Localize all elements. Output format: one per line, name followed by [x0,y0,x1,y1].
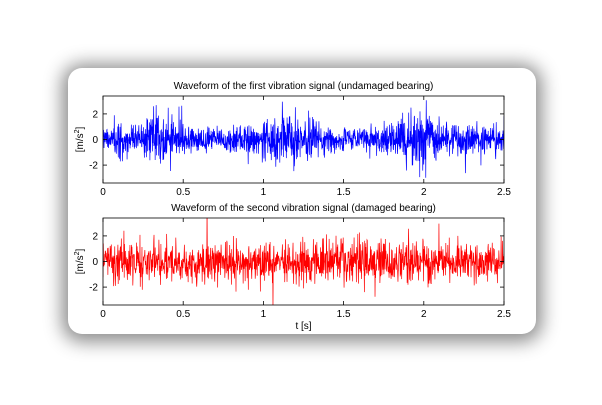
y-axis-label-exponent: 2 [74,129,81,133]
x-tick-label: 2.5 [497,309,511,320]
x-tick-label: 0.5 [176,309,190,320]
x-tick-label: 0 [100,187,106,198]
y-axis-label-exponent: 2 [74,251,81,255]
x-tick-label: 1 [261,309,267,320]
x-tick-label: 2 [421,187,427,198]
x-tick-label: 2 [421,309,427,320]
y-tick-label: 0 [92,135,98,146]
y-axis-label-close: ] [75,126,86,129]
signal-line [103,100,504,178]
subplot-2: Waveform of the second vibration signal … [74,203,511,332]
y-tick-label: 0 [92,257,98,268]
y-axis-label-unit: [m/s [75,255,86,274]
y-tick-label: 2 [92,231,98,242]
x-tick-label: 1.5 [337,187,351,198]
x-tick-label: 0 [100,309,106,320]
subplot-1: Waveform of the first vibration signal (… [74,81,511,198]
y-tick-label: 2 [92,109,98,120]
x-axis-label: t [s] [295,321,311,332]
figure-canvas: Waveform of the first vibration signal (… [74,81,511,332]
x-tick-label: 1 [261,187,267,198]
signal-line [103,218,504,305]
y-tick-label: -2 [89,161,98,172]
y-axis-label: [m/s2] [74,126,86,152]
y-axis-label-unit: [m/s [75,133,86,152]
x-tick-label: 2.5 [497,187,511,198]
chart-title: Waveform of the second vibration signal … [171,203,436,214]
y-tick-label: -2 [89,283,98,294]
chart-title: Waveform of the first vibration signal (… [174,81,434,92]
x-tick-label: 1.5 [337,309,351,320]
figure-card: Waveform of the first vibration signal (… [68,68,536,334]
y-axis-label-close: ] [75,248,86,251]
y-axis-label: [m/s2] [74,248,86,274]
x-tick-label: 0.5 [176,187,190,198]
